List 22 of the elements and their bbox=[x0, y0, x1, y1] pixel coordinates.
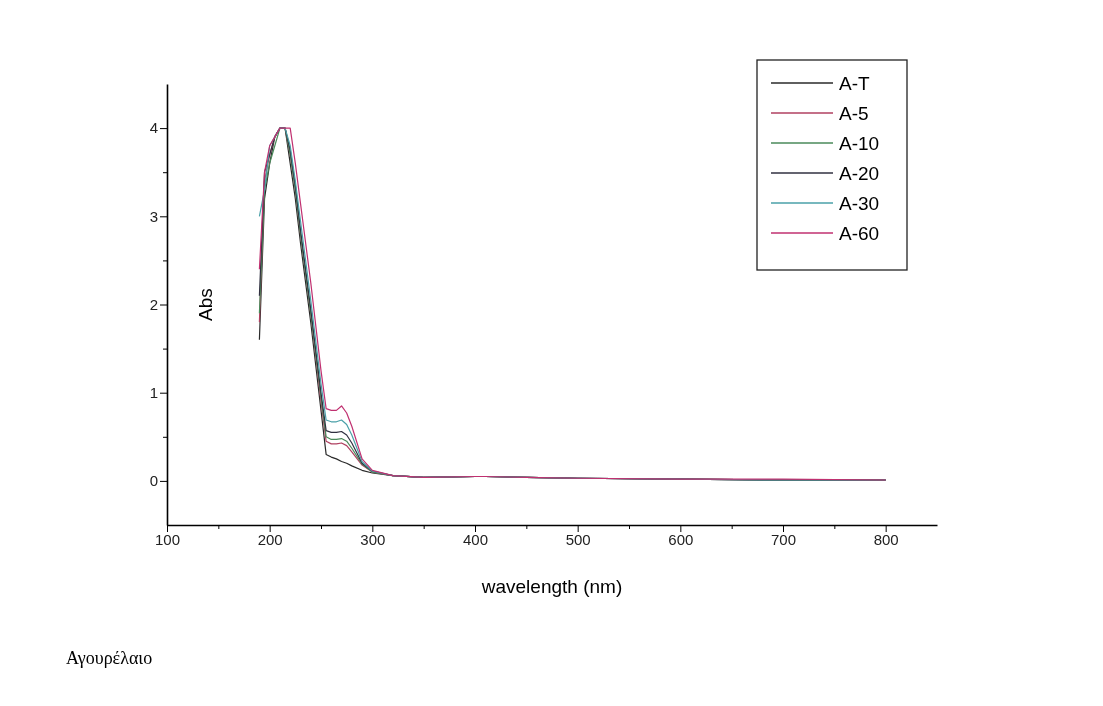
x-tick-label: 300 bbox=[360, 530, 386, 548]
x-axis-title: wavelength (nm) bbox=[480, 576, 623, 597]
x-tick-label: 600 bbox=[668, 530, 694, 548]
legend-label: A-20 bbox=[839, 163, 880, 184]
y-tick-label: 2 bbox=[149, 295, 158, 313]
legend-label: A-60 bbox=[839, 223, 880, 244]
legend-label: A-10 bbox=[839, 133, 880, 154]
text: Αγουρέλαιο bbox=[66, 648, 153, 668]
x-tick-label: 100 bbox=[154, 530, 181, 548]
legend-label: A-T bbox=[839, 73, 870, 94]
y-tick-label: 0 bbox=[149, 472, 158, 490]
x-tick-label: 200 bbox=[257, 530, 283, 548]
x-tick-label: 800 bbox=[873, 530, 899, 548]
y-tick-label: 1 bbox=[149, 384, 158, 401]
y-axis-title: Abs bbox=[195, 288, 216, 321]
x-tick-label: 400 bbox=[462, 530, 489, 548]
legend-label: A-30 bbox=[839, 193, 880, 214]
x-tick-label: 700 bbox=[770, 530, 797, 548]
y-tick-label: 3 bbox=[149, 207, 158, 225]
x-tick-label: 500 bbox=[565, 530, 591, 548]
y-tick-label: 4 bbox=[149, 119, 158, 137]
legend-label: A-5 bbox=[839, 103, 869, 124]
